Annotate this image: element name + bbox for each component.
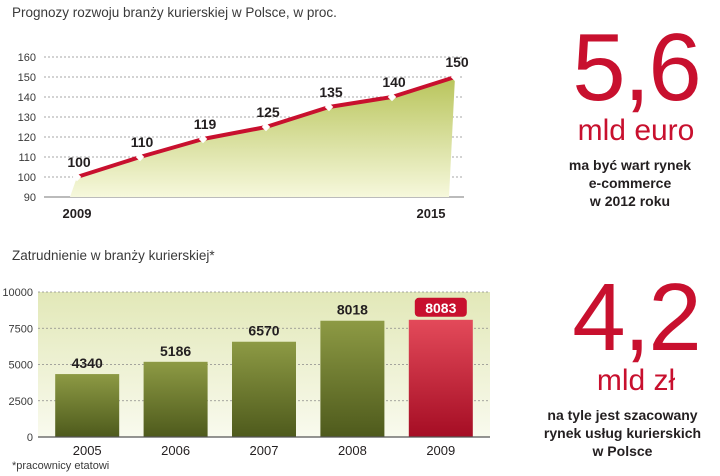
forecast-data-label: 125 <box>256 104 280 120</box>
bar-category-label: 2005 <box>73 443 102 458</box>
y-tick-label: 160 <box>18 52 36 64</box>
forecast-point <box>72 172 82 182</box>
y-tick-label: 10000 <box>2 287 33 299</box>
fact-1-line-3: w 2012 roku <box>589 193 671 209</box>
bar-category-label: 2007 <box>250 443 279 458</box>
y-tick-label: 0 <box>27 432 33 444</box>
forecast-data-label: 100 <box>67 154 91 170</box>
bar <box>55 374 120 437</box>
y-tick-label: 90 <box>24 192 36 204</box>
y-tick-label: 130 <box>18 112 36 124</box>
y-tick-label: 5000 <box>9 360 33 372</box>
bar <box>143 361 208 437</box>
x-tick-label: 2009 <box>63 206 92 221</box>
bar <box>232 341 296 437</box>
footnote: *pracownicy etatowi <box>12 460 110 472</box>
y-tick-label: 100 <box>18 172 36 184</box>
y-tick-label: 2500 <box>9 396 33 408</box>
fact-2-number: 4,2 <box>572 264 701 371</box>
bar-chart-title: Zatrudnienie w branży kurierskiej* <box>12 248 215 263</box>
forecast-data-label: 135 <box>319 84 343 100</box>
forecast-data-label: 110 <box>131 134 154 150</box>
forecast-area <box>70 77 455 197</box>
forecast-point <box>261 122 271 132</box>
fact-2-description: na tyle jest szacowany rynek usług kurie… <box>525 406 720 460</box>
forecast-point <box>450 72 460 82</box>
bar <box>320 320 385 437</box>
forecast-point <box>387 92 397 102</box>
y-tick-label: 120 <box>18 132 36 144</box>
y-tick-label: 150 <box>18 72 36 84</box>
line-chart-title: Prognozy rozwoju branży kurierskiej w Po… <box>12 5 337 20</box>
fact-1-line-2: e-commerce <box>588 175 672 191</box>
bar-data-label-badge <box>414 297 467 317</box>
bar-category-label: 2006 <box>161 443 190 458</box>
y-tick-label: 140 <box>18 92 36 104</box>
forecast-data-label: 150 <box>445 54 469 70</box>
bar-data-label: 6570 <box>248 323 279 339</box>
bar-data-label: 8018 <box>337 302 368 318</box>
y-tick-label: 110 <box>18 152 36 164</box>
bar-category-label: 2008 <box>338 443 367 458</box>
fact-2-line-3: w Polsce <box>592 443 653 459</box>
fact-2-line-1: na tyle jest szacowany <box>547 407 698 423</box>
bar-data-label: 4340 <box>72 355 103 371</box>
forecast-point <box>198 134 208 144</box>
bar-data-label: 8083 <box>425 300 456 316</box>
fact-1-description: ma być wart rynek e-commerce w 2012 roku <box>540 156 720 210</box>
fact-1-line-1: ma być wart rynek <box>568 157 692 173</box>
fact-2-line-2: rynek usług kurierskich <box>543 425 702 441</box>
forecast-data-label: 140 <box>382 74 406 90</box>
bar-highlight <box>408 319 473 437</box>
x-tick-label: 2015 <box>417 206 446 221</box>
y-tick-label: 7500 <box>9 323 33 335</box>
forecast-point <box>324 102 334 112</box>
forecast-data-label: 119 <box>194 116 217 132</box>
fact-1-number: 5,6 <box>572 14 701 121</box>
fact-2-unit: mld zł <box>596 364 676 397</box>
bar-category-label: 2009 <box>426 443 455 458</box>
forecast-point <box>135 152 145 162</box>
bar-data-label: 5186 <box>160 343 191 359</box>
fact-1-unit: mld euro <box>577 114 695 147</box>
